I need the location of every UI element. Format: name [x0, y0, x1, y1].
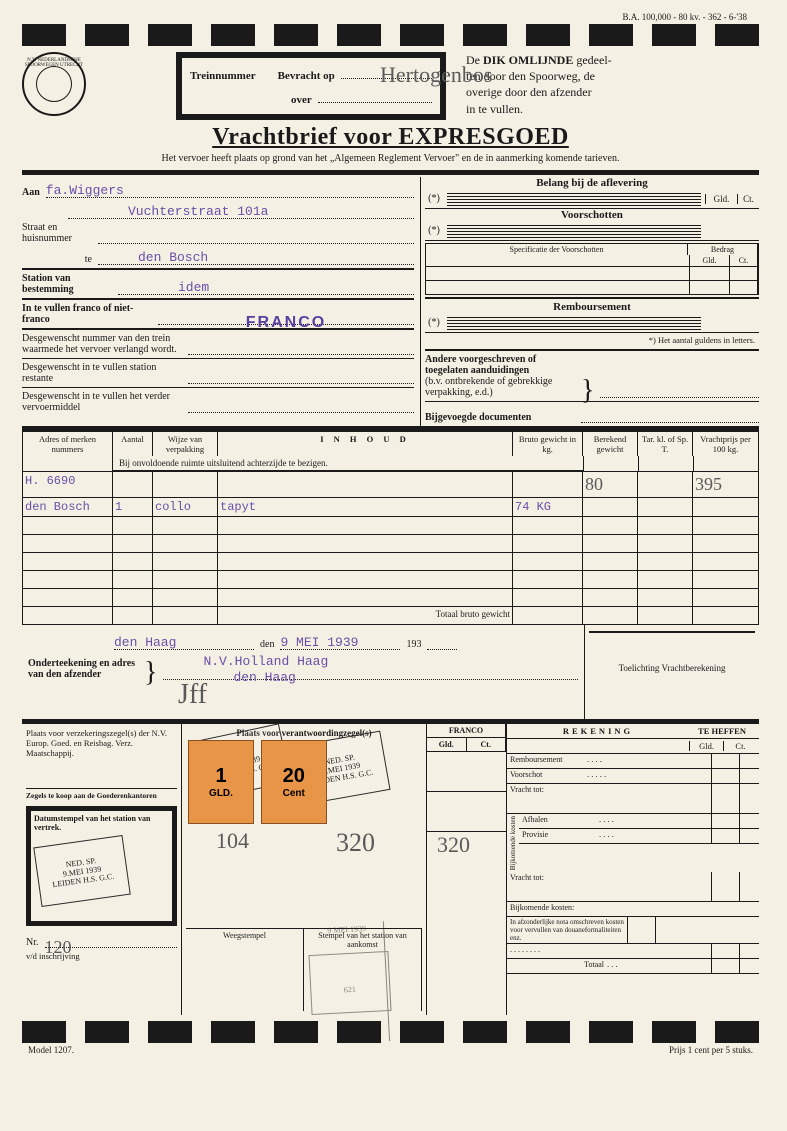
andere-label: Andere voorgeschreven of toegelaten aand…: [425, 354, 536, 376]
spec-table: Specificatie der Voorschotten Bedrag Gld…: [425, 243, 759, 295]
belang-header: Belang bij de aflevering: [425, 177, 759, 189]
te-label: te: [22, 254, 92, 265]
franco-column: FRANCO Gld.Ct. 320: [427, 724, 507, 1015]
treinnummer-label: Treinnummer: [190, 70, 256, 82]
rekening-column: REKENING TE HEFFEN Gld. Ct. Remboursemen…: [507, 724, 759, 1015]
document-subtitle: Het vervoer heeft plaats op grond van he…: [22, 153, 759, 164]
recipient-city: den Bosch: [138, 250, 208, 265]
desg1-label: Desgewenscht nummer van den trein waarme…: [22, 333, 182, 355]
insurance-label: Plaats voor verzekeringszegel(s) der N.V…: [26, 728, 177, 758]
recipient-name: fa.Wiggers: [46, 183, 124, 198]
date: 9 MEI 1939: [280, 635, 358, 650]
registration-number: 120: [45, 937, 72, 958]
header-instructions: De DIK OMLIJNDE gedeel-ten door den Spoo…: [456, 52, 759, 117]
desg3-label: Desgewenscht in te vullen het verder ver…: [22, 391, 182, 413]
bijgevoegde-label: Bijgevoegde documenten: [425, 412, 575, 423]
aan-label: Aan: [22, 187, 40, 198]
sender-name: N.V.Holland Haag: [203, 654, 328, 669]
railway-seal: N.V. NEDERLANDSCHE SPOORWEGEN UTRECHT: [22, 52, 86, 116]
model-number: Model 1207.: [28, 1045, 74, 1055]
revenue-stamp-20c: 20 Cent: [261, 740, 327, 824]
bottom-border: [22, 1021, 759, 1043]
desg2-label: Desgewenscht in te vullen station restan…: [22, 362, 182, 384]
document-title: Vrachtbrief voor EXPRESGOED: [22, 124, 759, 151]
table-row: den Bosch 1 collo tapyt 74 KG: [23, 497, 758, 516]
price: Prijs 1 cent per 5 stuks.: [669, 1045, 753, 1055]
departure-stamp-box: Datumstempel van het station van vertrek…: [26, 806, 177, 926]
over-label: over: [291, 94, 312, 106]
voorschotten-header: Voorschotten: [425, 209, 759, 221]
table-row: H. 6690 80 395: [23, 471, 758, 497]
bevracht-label: Bevracht op: [278, 70, 335, 82]
content-table: Adres of merken nummers Aantal Wijze van…: [22, 431, 759, 625]
place: den Haag: [114, 635, 176, 650]
sender-label: Onderteekening en adres van den afzender: [28, 658, 138, 680]
revenue-stamp-1gld: 1 GLD.: [188, 740, 254, 824]
station-label: Station van bestemming: [22, 273, 112, 295]
handwriting-destination: Hertogenbos: [380, 62, 492, 88]
arrival-stamp: 9 MEI 1939621: [308, 951, 391, 1015]
remboursement-header: Remboursement: [425, 301, 759, 313]
zegels-note: Zegels te koop aan de Goederenkantoren: [26, 791, 177, 800]
star-note: *) Het aantal guldens in letters.: [425, 333, 759, 347]
top-border: [22, 24, 759, 46]
weeg-label: Weegstempel: [186, 929, 304, 1011]
straat-label: Straat en huisnummer: [22, 222, 92, 244]
franco-label: In te vullen franco of niet-franco: [22, 303, 152, 325]
table-note: Bij onvoldoende ruimte uitsluitend achte…: [113, 456, 583, 471]
aankomst-label: Stempel van het station van aankomst 9 M…: [304, 929, 422, 1011]
print-code: B.A. 100,000 - 80 kv. - 362 - 6-'38: [622, 12, 747, 22]
franco-stamp: FRANCO: [246, 314, 326, 331]
recipient-street: Vuchterstraat 101a: [128, 204, 268, 219]
destination-station: idem: [178, 280, 209, 295]
signature: Jff: [178, 679, 728, 711]
departure-stamp: NED. SP. 9.MEI 1939 LEIDEN H.S. G.C.: [33, 835, 130, 907]
